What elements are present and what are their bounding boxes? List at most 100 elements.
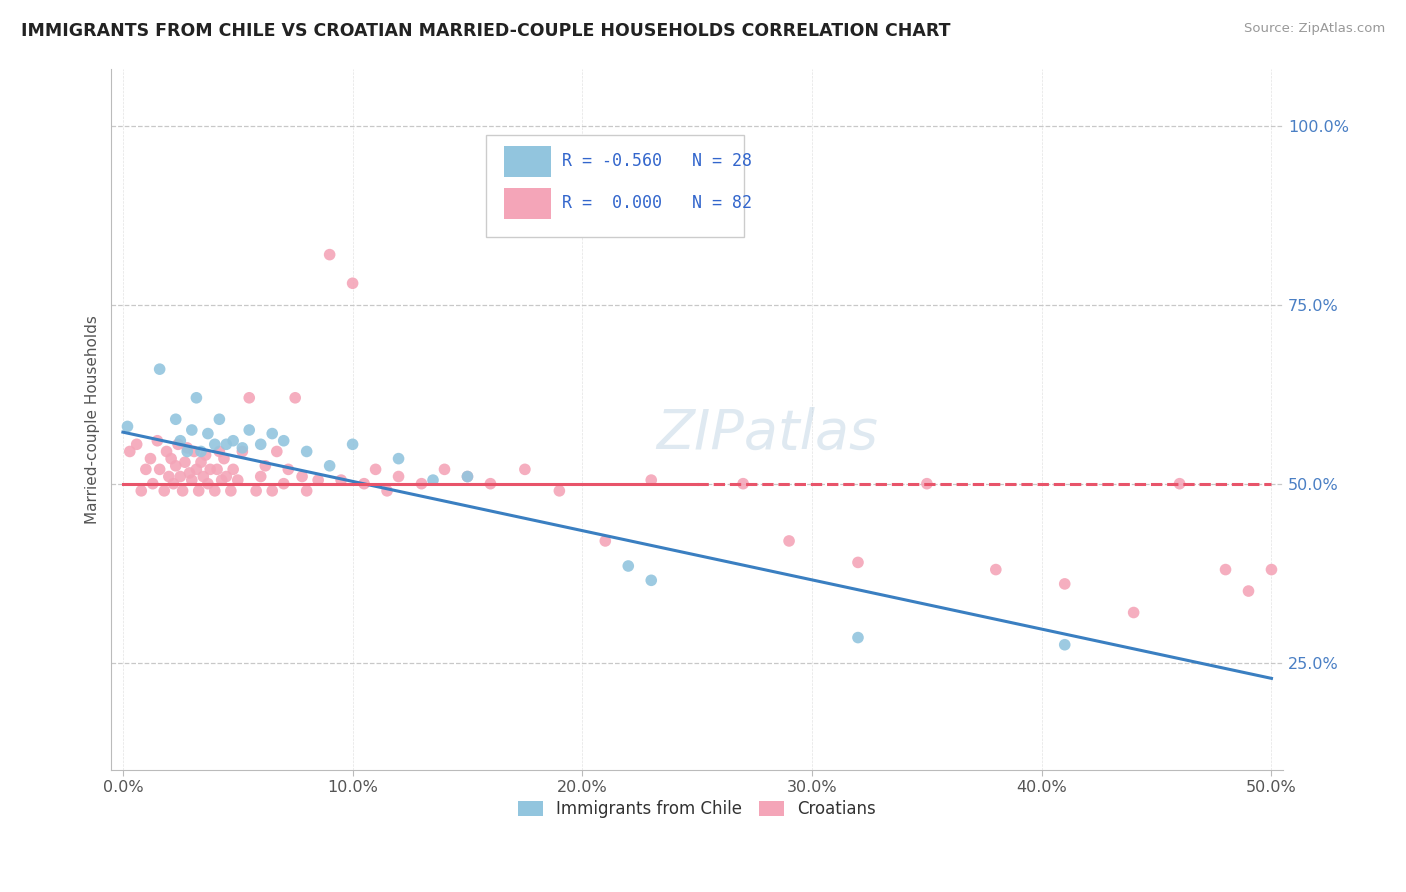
Point	[254, 458, 277, 473]
Point	[211, 473, 233, 487]
Legend: Immigrants from Chile, Croatians: Immigrants from Chile, Croatians	[512, 794, 883, 825]
Point	[411, 476, 433, 491]
Point	[146, 434, 169, 448]
Text: R = -0.560   N = 28: R = -0.560 N = 28	[562, 153, 752, 170]
Point	[778, 533, 800, 548]
Point	[187, 483, 209, 498]
Y-axis label: Married-couple Households: Married-couple Households	[86, 315, 100, 524]
Point	[165, 458, 187, 473]
Point	[186, 462, 208, 476]
Point	[174, 455, 197, 469]
Text: R =  0.000   N = 82: R = 0.000 N = 82	[562, 194, 752, 212]
Point	[846, 631, 869, 645]
Point	[167, 437, 190, 451]
Point	[479, 476, 502, 491]
Point	[277, 462, 299, 476]
Point	[208, 412, 231, 426]
Point	[193, 469, 215, 483]
Point	[118, 444, 141, 458]
Point	[342, 277, 364, 291]
Point	[387, 451, 409, 466]
Bar	[503, 145, 551, 178]
Point	[266, 444, 288, 458]
Point	[162, 476, 184, 491]
Point	[212, 451, 235, 466]
Point	[215, 469, 238, 483]
FancyBboxPatch shape	[486, 136, 744, 237]
Point	[194, 448, 217, 462]
Point	[153, 483, 176, 498]
Bar	[503, 188, 551, 219]
Point	[222, 434, 245, 448]
Point	[125, 437, 148, 451]
Point	[197, 426, 219, 441]
Point	[330, 473, 353, 487]
Point	[617, 559, 640, 574]
Point	[733, 476, 755, 491]
Point	[422, 473, 444, 487]
Point	[291, 469, 314, 483]
Point	[157, 469, 180, 483]
Text: Source: ZipAtlas.com: Source: ZipAtlas.com	[1244, 22, 1385, 36]
Point	[1053, 638, 1076, 652]
Point	[249, 469, 271, 483]
Point	[375, 483, 398, 498]
Point	[129, 483, 152, 498]
Point	[190, 455, 212, 469]
Text: ZIPatlas: ZIPatlas	[657, 407, 879, 459]
Point	[364, 462, 387, 476]
Point	[1053, 577, 1076, 591]
Point	[307, 473, 329, 487]
Point	[215, 437, 238, 451]
Point	[219, 483, 242, 498]
Point	[295, 483, 318, 498]
Point	[179, 466, 201, 480]
Point	[686, 211, 709, 226]
Point	[456, 469, 478, 483]
Point	[222, 462, 245, 476]
Point	[149, 462, 172, 476]
Point	[172, 483, 194, 498]
Point	[1237, 584, 1260, 599]
Point	[142, 476, 165, 491]
Point	[387, 469, 409, 483]
Point	[342, 437, 364, 451]
Point	[198, 462, 221, 476]
Point	[197, 476, 219, 491]
Point	[513, 462, 536, 476]
Point	[226, 473, 249, 487]
Point	[295, 444, 318, 458]
Point	[231, 444, 253, 458]
Point	[1260, 563, 1282, 577]
Point	[149, 362, 172, 376]
Point	[155, 444, 177, 458]
Point	[1306, 570, 1329, 584]
Point	[984, 563, 1007, 577]
Point	[548, 483, 571, 498]
Point	[1122, 606, 1144, 620]
Point	[318, 247, 340, 261]
Point	[273, 476, 295, 491]
Point	[262, 426, 284, 441]
Point	[165, 412, 187, 426]
Point	[139, 451, 162, 466]
Point	[915, 476, 938, 491]
Point	[169, 469, 191, 483]
Point	[273, 434, 295, 448]
Point	[204, 483, 226, 498]
Point	[640, 574, 662, 588]
Point	[183, 444, 205, 458]
Point	[117, 419, 139, 434]
Point	[238, 423, 260, 437]
Point	[180, 473, 202, 487]
Point	[160, 451, 183, 466]
Point	[204, 437, 226, 451]
Point	[186, 391, 208, 405]
Point	[433, 462, 456, 476]
Point	[238, 391, 260, 405]
Text: IMMIGRANTS FROM CHILE VS CROATIAN MARRIED-COUPLE HOUSEHOLDS CORRELATION CHART: IMMIGRANTS FROM CHILE VS CROATIAN MARRIE…	[21, 22, 950, 40]
Point	[1215, 563, 1237, 577]
Point	[456, 469, 478, 483]
Point	[1168, 476, 1191, 491]
Point	[205, 462, 228, 476]
